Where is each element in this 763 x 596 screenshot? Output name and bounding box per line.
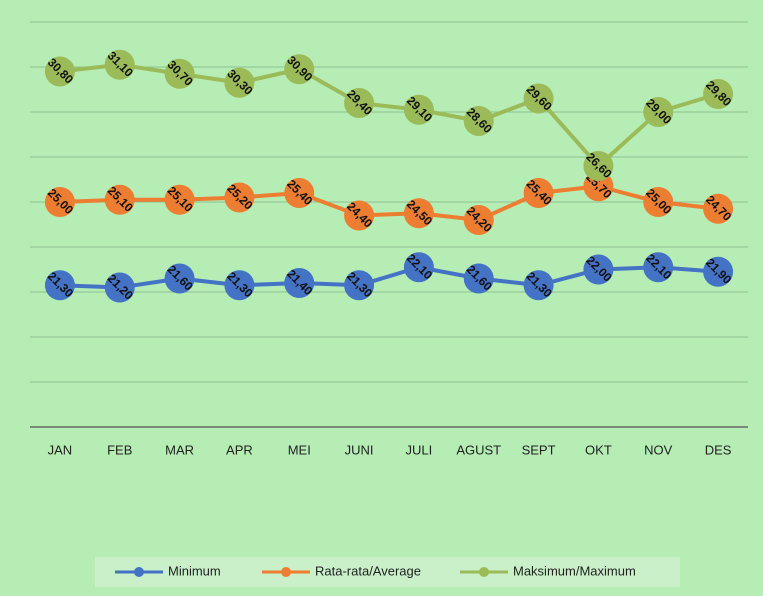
marker: [463, 106, 494, 136]
x-tick-label: MEI: [288, 442, 311, 457]
series-line: [59, 265, 719, 290]
marker: [104, 272, 135, 303]
x-tick-label: DES: [705, 442, 732, 457]
marker: [164, 58, 195, 89]
legend-label: Rata-rata/Average: [315, 563, 421, 578]
series-line: [59, 62, 719, 169]
legend-label: Maksimum/Maximum: [513, 563, 636, 578]
marker: [164, 263, 195, 294]
marker: [104, 184, 135, 215]
marker: [164, 184, 195, 215]
marker: [523, 178, 554, 208]
marker: [224, 67, 255, 98]
marker: [104, 49, 135, 80]
x-tick-label: NOV: [644, 442, 673, 457]
marker: [583, 254, 614, 285]
legend-label: Minimum: [168, 563, 221, 578]
marker: [224, 182, 255, 213]
legend-marker: [479, 567, 489, 577]
marker: [344, 270, 375, 301]
x-tick-label: APR: [226, 442, 253, 457]
x-tick-label: FEB: [107, 442, 132, 457]
marker: [523, 270, 554, 301]
marker: [703, 193, 734, 224]
x-tick-label: JULI: [406, 442, 433, 457]
marker: [284, 268, 315, 298]
x-tick-label: SEPT: [522, 442, 556, 457]
series-line: [59, 184, 719, 223]
x-tick-label: OKT: [585, 442, 612, 457]
x-tick-label: AGUST: [456, 442, 501, 457]
marker: [523, 83, 554, 114]
legend-marker: [134, 567, 144, 577]
x-tick-label: JUNI: [345, 442, 374, 457]
marker: [44, 56, 75, 87]
marker: [643, 252, 674, 283]
marker: [284, 54, 315, 85]
marker: [403, 198, 434, 229]
marker: [703, 79, 734, 109]
marker: [403, 94, 434, 125]
x-tick-label: JAN: [48, 442, 73, 457]
marker: [403, 252, 434, 283]
marker: [284, 178, 315, 208]
marker: [463, 263, 494, 294]
marker: [643, 97, 674, 127]
x-tick-label: MAR: [165, 442, 194, 457]
legend-marker: [281, 567, 291, 577]
legend: Minimum Rata-rata/Average Maksimum/Maximum: [95, 557, 680, 587]
marker: [344, 200, 375, 231]
marker: [703, 256, 734, 287]
marker: [583, 151, 614, 181]
legend-box: [95, 557, 680, 587]
marker: [224, 270, 255, 301]
marker: [44, 187, 75, 217]
marker: [643, 187, 674, 217]
marker: [463, 205, 494, 235]
marker: [44, 270, 75, 301]
marker: [344, 88, 375, 118]
